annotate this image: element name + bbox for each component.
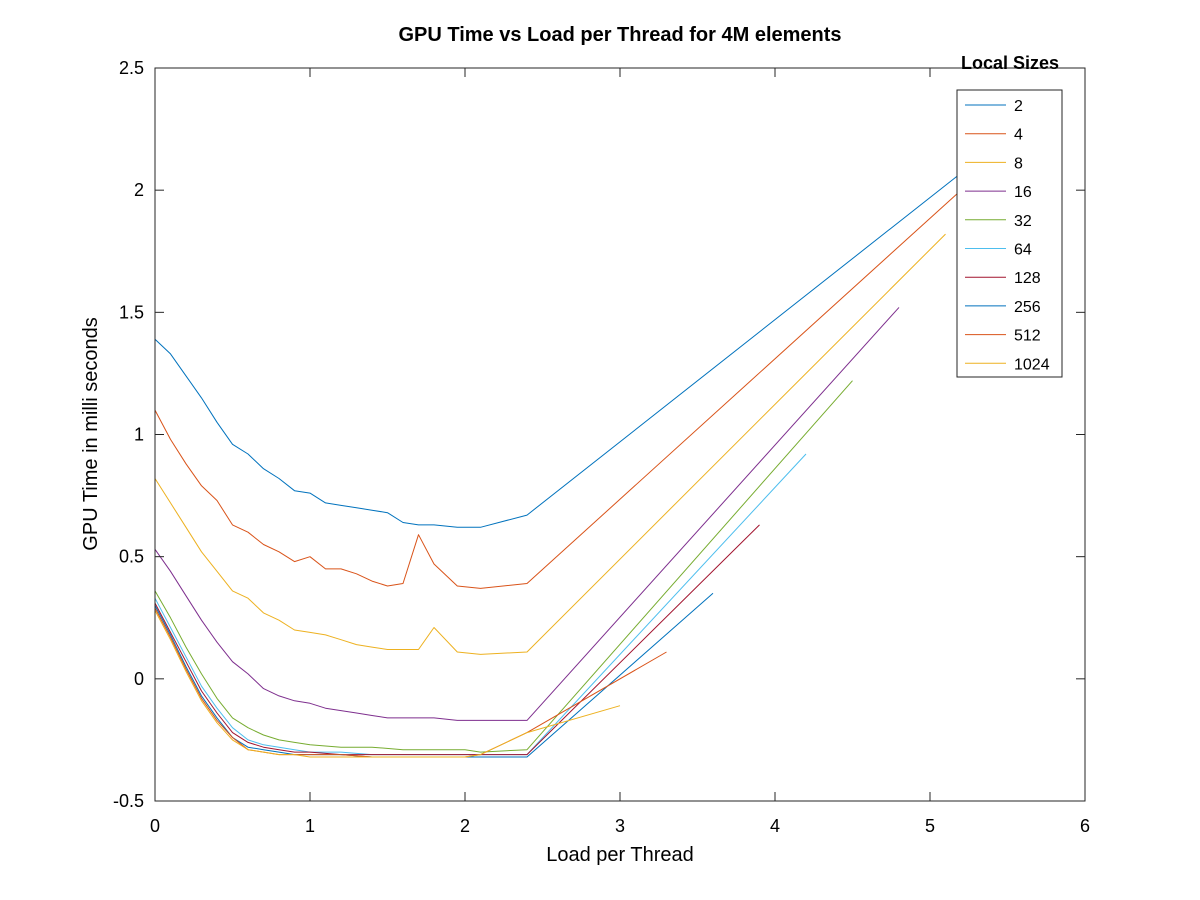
y-tick-label: 0.5 — [119, 547, 144, 567]
y-tick-label: 2.5 — [119, 58, 144, 78]
y-tick-label: 1 — [134, 425, 144, 445]
series-line-4 — [154, 189, 962, 589]
legend: 2 4 8 16 32 64 128 256 512 1024 — [956, 89, 1063, 378]
x-tick-label: 2 — [460, 816, 470, 836]
legend-label: 4 — [1014, 127, 1023, 144]
y-tick-label: 2 — [134, 180, 144, 200]
series-line-16 — [154, 307, 900, 721]
x-axis-label: Load per Thread — [546, 844, 694, 866]
legend-label: 32 — [1014, 213, 1032, 230]
legend-label: 512 — [1014, 328, 1041, 345]
y-tick-label: 0 — [134, 669, 144, 689]
series-line-128 — [154, 524, 760, 756]
legend-label: 128 — [1014, 270, 1041, 287]
series-line-2 — [154, 172, 962, 528]
legend-box — [956, 89, 1063, 378]
legend-label: 256 — [1014, 299, 1041, 316]
series-line-1024 — [154, 610, 621, 758]
x-tick-label: 4 — [770, 816, 780, 836]
series-layer — [154, 172, 962, 758]
y-tick-label: 1.5 — [119, 302, 144, 322]
x-tick-label: 6 — [1080, 816, 1090, 836]
chart-title: GPU Time vs Load per Thread for 4M eleme… — [398, 24, 841, 46]
x-tick-label: 3 — [615, 816, 625, 836]
legend-label: 64 — [1014, 242, 1032, 259]
legend-title: Local Sizes — [961, 53, 1059, 73]
series-line-32 — [154, 380, 853, 753]
x-tick-label: 0 — [150, 816, 160, 836]
ticks-layer: 0 1 2 3 4 5 6 -0.5 0 0.5 1 1.5 2 2.5 — [113, 58, 1090, 836]
legend-label: 2 — [1014, 98, 1023, 115]
legend-label: 8 — [1014, 155, 1023, 172]
y-tick-label: -0.5 — [113, 791, 144, 811]
x-tick-label: 5 — [925, 816, 935, 836]
x-tick-label: 1 — [305, 816, 315, 836]
legend-label: 1024 — [1014, 356, 1050, 373]
legend-label: 16 — [1014, 184, 1032, 201]
y-axis-label: GPU Time in milli seconds — [80, 317, 102, 550]
series-line-8 — [154, 233, 946, 655]
